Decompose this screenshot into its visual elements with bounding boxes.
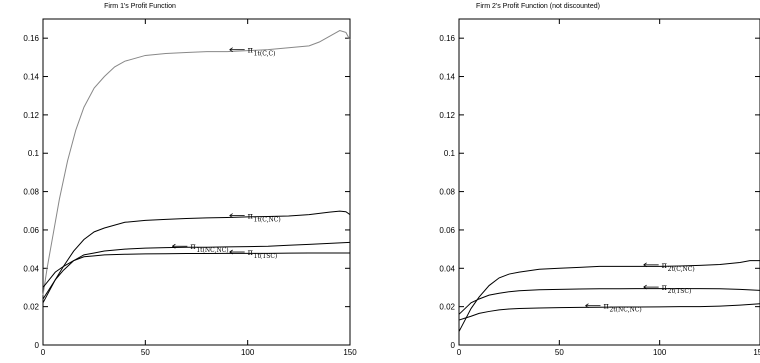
x-tick-label: 0	[41, 348, 46, 357]
pi-symbol: π	[603, 302, 608, 311]
y-tick-label: 0.08	[23, 188, 39, 197]
pi-symbol: π	[248, 46, 253, 55]
annotation-label: 1t(C,C)	[254, 51, 276, 58]
y-tick-label: 0.08	[439, 188, 455, 197]
x-tick-label: 150	[343, 348, 357, 357]
y-tick-label: 0.1	[444, 149, 456, 158]
annotation-label: 2t(TSC)	[668, 288, 692, 295]
pi-symbol: π	[248, 248, 253, 257]
series-annotation: π 1t(TSC)	[229, 248, 278, 260]
series-annotation: π 2t(TSC)	[643, 283, 692, 295]
y-tick-label: 0	[35, 341, 40, 350]
y-tick-label: 0.12	[439, 111, 455, 120]
series-line	[458, 303, 760, 321]
annotation-label: 2t(NC,NC)	[609, 307, 641, 314]
series-line	[42, 241, 351, 300]
series-annotation: π 2t(NC,NC)	[585, 302, 642, 314]
y-tick-label: 0.16	[439, 34, 455, 43]
y-tick-label: 0.1	[28, 149, 40, 158]
pi-symbol: π	[190, 242, 195, 251]
firm-2-profit-chart: Firm 2's Profit Function (not discounted…	[439, 3, 760, 357]
series-line	[42, 210, 351, 304]
plot-frame	[42, 18, 351, 346]
x-tick-label: 150	[753, 348, 760, 357]
series-annotation: π 1t(C,NC)	[229, 212, 281, 224]
pi-symbol: π	[248, 212, 253, 221]
pi-symbol: π	[662, 283, 667, 292]
y-tick-label: 0	[451, 341, 456, 350]
y-tick-label: 0.06	[439, 226, 455, 235]
series-annotation: π 1t(NC,NC)	[172, 242, 229, 254]
y-tick-label: 0.06	[23, 226, 39, 235]
chart-title: Firm 2's Profit Function (not discounted…	[476, 3, 600, 10]
series-line	[42, 252, 350, 288]
firm-1-profit-chart: Firm 1's Profit Function 0 0.02 0.04 0.06 0.…	[23, 3, 357, 357]
y-tick-label: 0.02	[23, 303, 39, 312]
series-line	[458, 288, 760, 315]
arrow-head	[229, 47, 233, 53]
plot-frame	[458, 18, 760, 346]
annotation-label: 2t(C,NC)	[668, 266, 695, 273]
y-tick-label: 0.04	[23, 264, 39, 273]
arrow-head	[172, 243, 176, 249]
x-tick-label: 100	[241, 348, 255, 357]
series-annotation: π 1t(C,C)	[229, 46, 276, 58]
y-tick-label: 0.02	[439, 303, 455, 312]
y-tick-label: 0.04	[439, 264, 455, 273]
pi-symbol: π	[662, 261, 667, 270]
y-tick-label: 0.14	[439, 73, 455, 82]
arrow-head	[585, 303, 589, 309]
chart-title: Firm 1's Profit Function	[104, 3, 176, 10]
arrow-head	[643, 284, 647, 290]
y-tick-label: 0.16	[23, 34, 39, 43]
x-tick-label: 100	[653, 348, 667, 357]
x-tick-label: 0	[457, 348, 462, 357]
arrow-head	[229, 249, 233, 255]
y-tick-label: 0.12	[23, 111, 39, 120]
y-tick-label: 0.14	[23, 73, 39, 82]
annotation-label: 1t(NC,NC)	[196, 247, 228, 254]
x-tick-label: 50	[555, 348, 564, 357]
arrow-head	[229, 213, 233, 218]
arrow-head	[643, 262, 647, 268]
series-line	[42, 29, 351, 296]
x-tick-label: 50	[141, 348, 150, 357]
annotation-label: 1t(TSC)	[254, 253, 278, 260]
annotation-label: 1t(C,NC)	[254, 217, 281, 224]
series-line	[458, 260, 760, 332]
series-annotation: π 2t(C,NC)	[643, 261, 695, 273]
